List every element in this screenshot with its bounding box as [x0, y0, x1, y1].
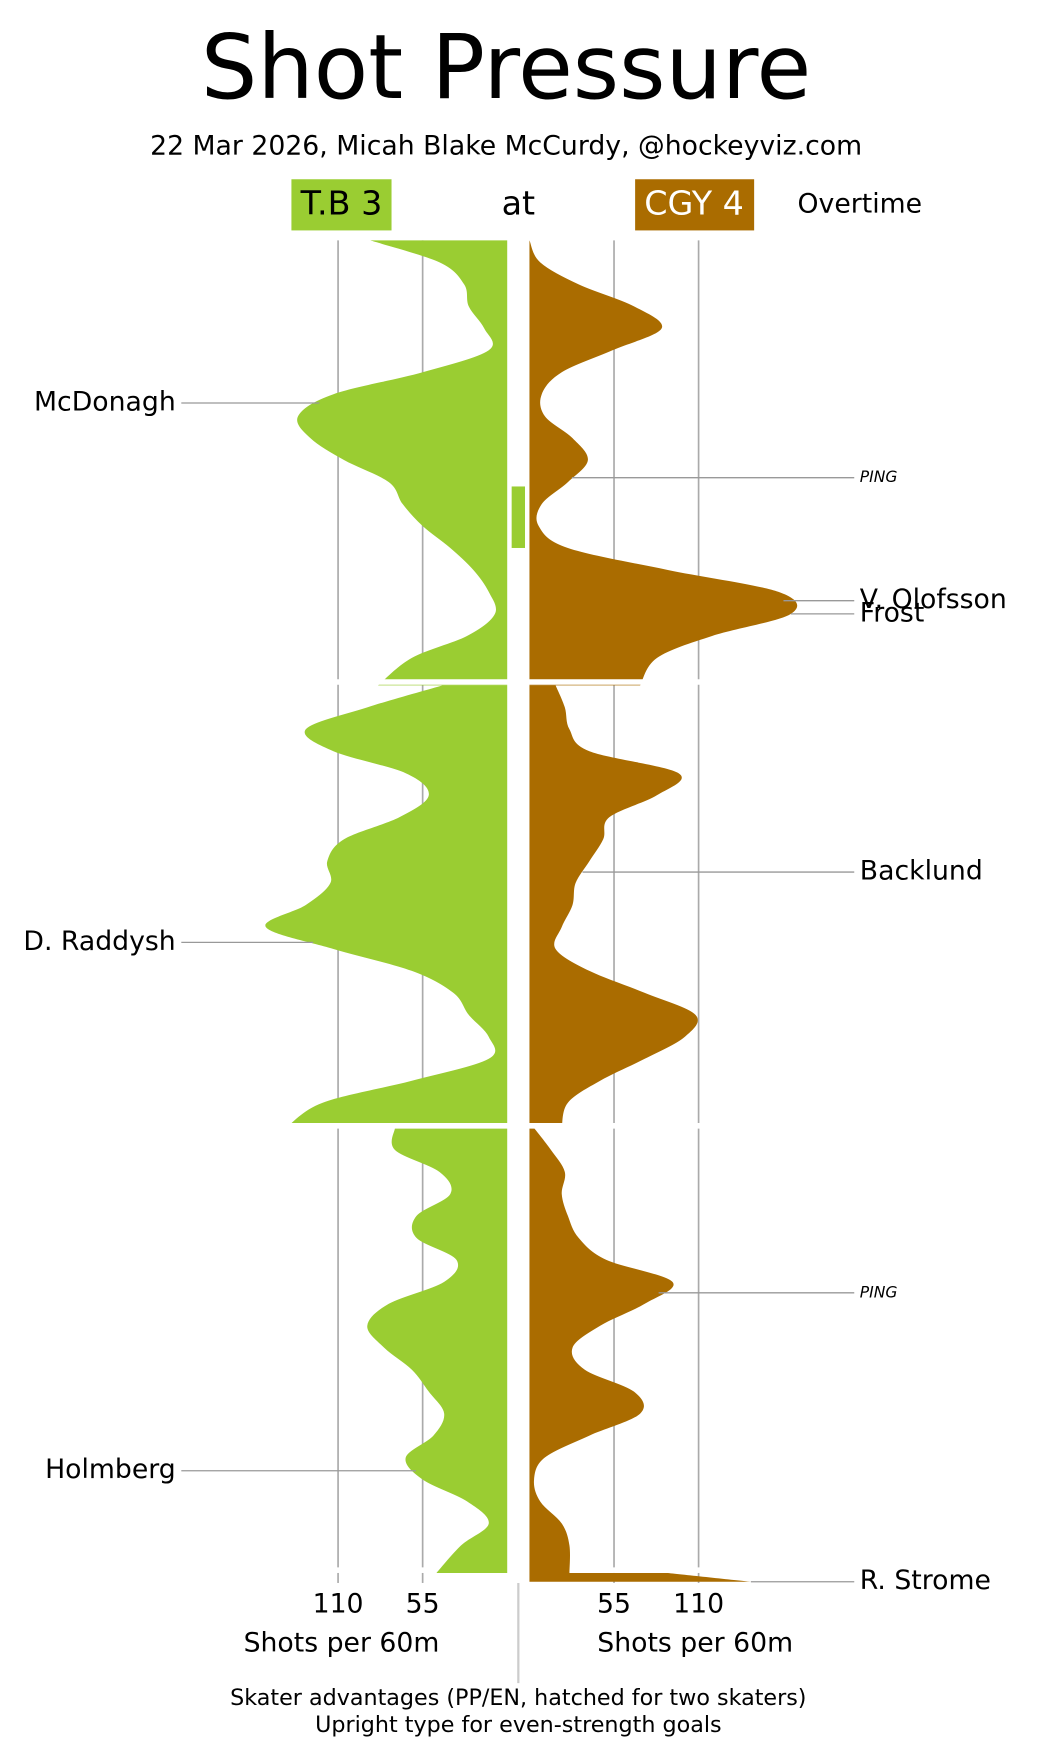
- legend-label: T.B 3: [300, 183, 383, 222]
- goal-label: Holmberg: [45, 1454, 176, 1485]
- goal-label: Frost: [860, 597, 925, 628]
- x-tick-label: 55: [406, 1589, 440, 1620]
- skater-advantage: [511, 486, 526, 548]
- x-axis-label: Shots per 60m: [597, 1628, 793, 1659]
- goal-label: McDonagh: [34, 386, 176, 417]
- goal-label: D. Raddysh: [23, 926, 175, 957]
- legend-box: [635, 179, 755, 231]
- period-label: Overtime: [798, 188, 923, 219]
- goal-label: Backlund: [860, 856, 983, 887]
- legend-box: [291, 179, 392, 231]
- chart-subtitle: 22 Mar 2026, Micah Blake McCurdy, @hocke…: [150, 130, 862, 161]
- pressure-area: [297, 240, 508, 686]
- footnote: Skater advantages (PP/EN, hatched for tw…: [230, 1685, 806, 1711]
- goal-label: V. Olofsson: [860, 584, 1007, 615]
- pressure-area: [265, 685, 508, 1129]
- goal-label: PING: [860, 1283, 898, 1301]
- chart-title: Shot Pressure: [201, 15, 811, 119]
- x-axis-label: Shots per 60m: [244, 1628, 440, 1659]
- pressure-area: [529, 1128, 674, 1573]
- pressure-area: [529, 1572, 751, 1582]
- x-tick-label: 110: [673, 1589, 724, 1620]
- x-tick-label: 110: [313, 1589, 364, 1620]
- footnote: Upright type for even-strength goals: [315, 1712, 722, 1738]
- goal-label: R. Strome: [860, 1565, 991, 1596]
- goal-label: PING: [860, 468, 898, 486]
- x-tick-label: 55: [597, 1589, 631, 1620]
- legend-label: CGY 4: [644, 183, 744, 222]
- pressure-area: [529, 240, 798, 686]
- pressure-area: [529, 685, 698, 1129]
- connector: at: [502, 183, 536, 222]
- pressure-area: [367, 1128, 508, 1573]
- background: [0, 12, 1040, 1748]
